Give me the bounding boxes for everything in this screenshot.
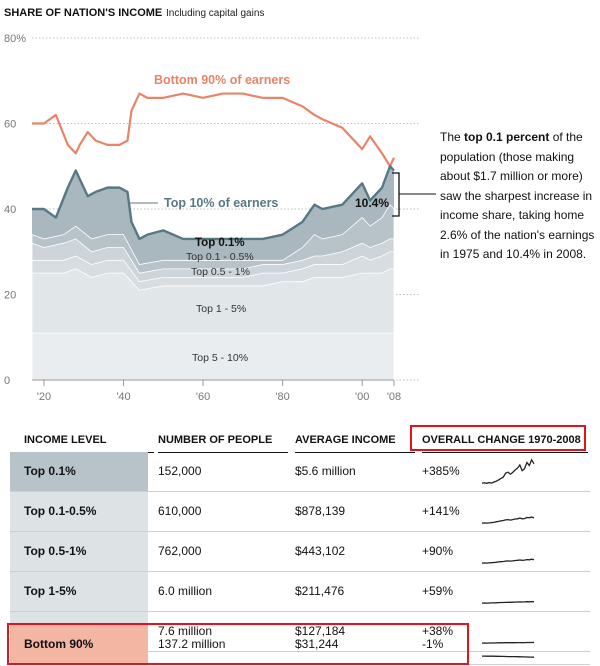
sparkline-trace <box>482 655 535 658</box>
table-row: Top 0.5-1% 762,000 $443,102 +90% <box>10 532 590 572</box>
y-tick-label: 80% <box>4 33 26 45</box>
sparkline-trace <box>481 558 535 564</box>
header-overall-change: OVERALL CHANGE 1970-2008 <box>422 428 588 453</box>
sparkline-trace <box>481 516 535 524</box>
chart-title: SHARE OF NATION'S INCOME <box>4 7 162 19</box>
row-income: $878,139 <box>295 504 346 518</box>
annotation-bold: top 0.1 percent <box>464 130 550 144</box>
sparkline-trace <box>481 600 535 604</box>
income-share-chart: SHARE OF NATION'S INCOME Including capit… <box>4 7 436 403</box>
row-income: $211,476 <box>295 584 345 598</box>
row-sparkline <box>481 600 535 604</box>
row-sparkline <box>481 558 535 564</box>
row-change: +38% <box>422 624 454 638</box>
label-top01-05: Top 0.1 - 0.5% <box>186 251 254 263</box>
table-row: Top 0.1-0.5% 610,000 $878,139 +141% <box>10 492 590 532</box>
row-people: 7.6 million <box>158 624 213 638</box>
row-level: Bottom 90% <box>10 625 148 664</box>
label-top10: Top 10% of earners <box>164 196 278 210</box>
label-top1-5: Top 1 - 5% <box>196 303 246 315</box>
row-sparkline <box>481 458 535 484</box>
chart-subtitle: Including capital gains <box>166 8 264 19</box>
row-people: 152,000 <box>158 464 202 478</box>
row-income: $443,102 <box>295 544 346 558</box>
row-level: Top 0.1-0.5% <box>10 492 148 531</box>
header-average-income: AVERAGE INCOME <box>295 428 415 453</box>
header-income-level: INCOME LEVEL <box>24 428 154 453</box>
row-sparkline <box>481 641 534 644</box>
row-change: -1% <box>422 637 444 651</box>
annotation-text: The top 0.1 percent of the population (t… <box>440 130 595 261</box>
table-row: Bottom 90% 137.2 million $31,244 -1% <box>10 625 590 665</box>
x-tick-label: '60 <box>196 391 210 403</box>
row-people: 6.0 million <box>158 584 213 598</box>
line-bottom90 <box>32 92 395 168</box>
row-people: 610,000 <box>158 504 202 518</box>
row-level: Top 0.1% <box>10 452 148 491</box>
row-people: 137.2 million <box>158 637 226 651</box>
row-income: $31,244 <box>295 637 339 651</box>
row-change: +59% <box>422 584 454 598</box>
sparkline-trace <box>481 458 535 484</box>
label-top01: Top 0.1% <box>195 237 245 249</box>
row-level: Top 1-5% <box>10 572 148 611</box>
x-tick-label: '40 <box>116 391 130 403</box>
row-change: +141% <box>422 504 460 518</box>
sparkline-trace <box>481 641 534 644</box>
row-income: $5.6 million <box>295 464 356 478</box>
y-tick-label: 40 <box>4 204 16 216</box>
x-tick-label: '20 <box>37 391 51 403</box>
y-tick-label: 60 <box>4 119 16 131</box>
x-tick-label: '08 <box>387 391 401 403</box>
label-top5-10: Top 5 - 10% <box>192 352 248 364</box>
label-top05-1: Top 0.5 - 1% <box>191 266 250 278</box>
row-change: +90% <box>422 544 454 558</box>
line-top10 <box>32 165 395 241</box>
x-tick-label: '80 <box>275 391 289 403</box>
row-change: +385% <box>422 464 460 478</box>
label-bottom90: Bottom 90% of earners <box>154 73 290 87</box>
row-people: 762,000 <box>158 544 202 558</box>
x-tick-label: '00 <box>355 391 369 403</box>
area-top5-10 <box>31 332 395 381</box>
row-level: Top 0.5-1% <box>10 532 148 571</box>
value-2008-label: 10.4% <box>355 196 389 210</box>
income-table: INCOME LEVEL NUMBER OF PEOPLE AVERAGE IN… <box>7 425 590 665</box>
top01-bracket <box>392 172 436 217</box>
row-sparkline <box>481 516 535 524</box>
table-row: Top 1-5% 6.0 million $211,476 +59% <box>10 572 590 612</box>
row-income: $127,184 <box>295 624 346 638</box>
row-sparkline <box>482 655 535 658</box>
header-number-of-people: NUMBER OF PEOPLE <box>158 428 288 453</box>
table-row: Top 0.1% 152,000 $5.6 million +385% <box>10 452 590 492</box>
y-tick-label: 0 <box>4 375 10 387</box>
y-tick-label: 20 <box>4 290 16 302</box>
